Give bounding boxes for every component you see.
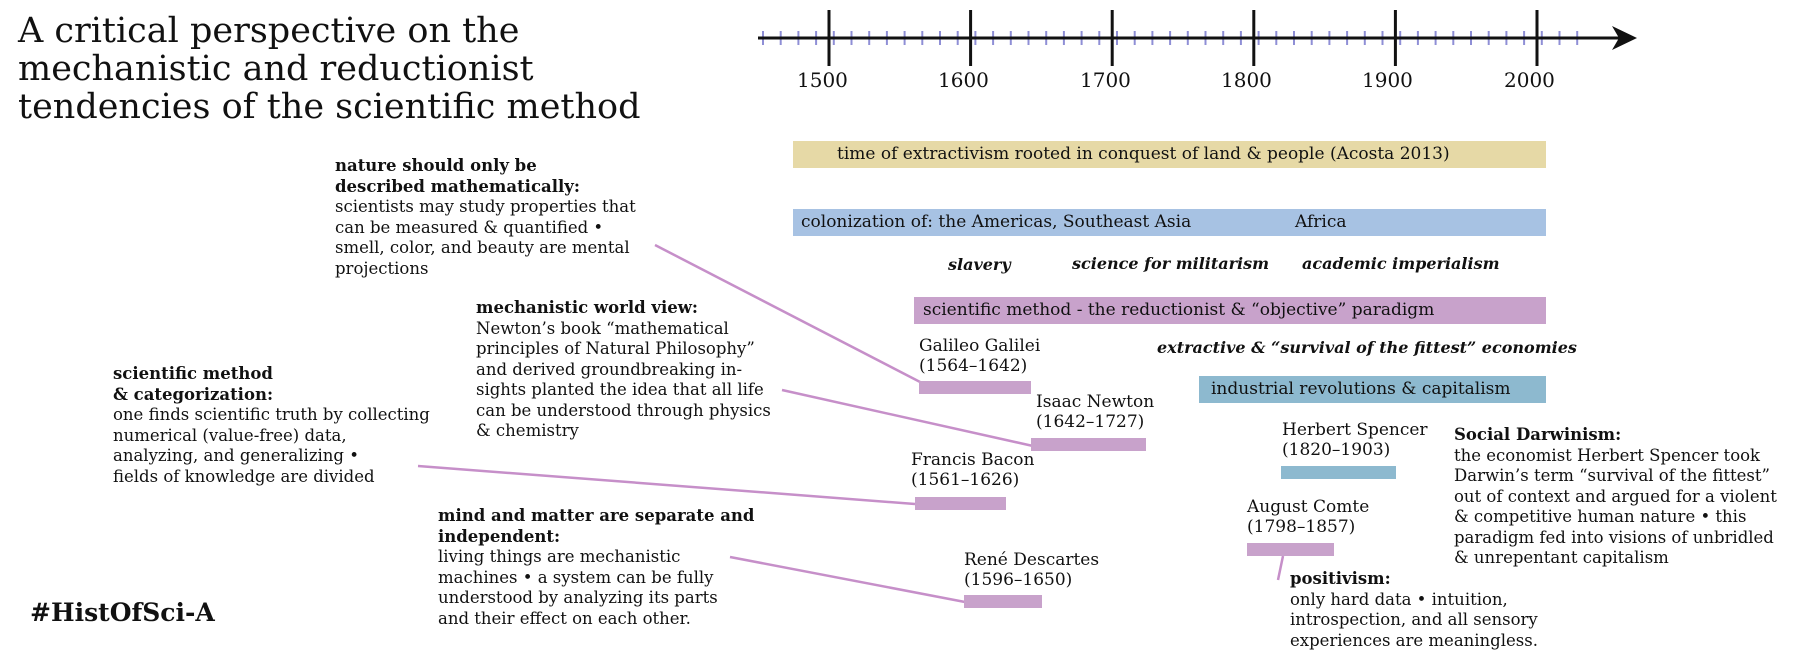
note-nature-heading-2: described mathematically:: [335, 176, 580, 196]
colonization-label-1: colonization of: the Americas, Southeast…: [801, 212, 1192, 232]
note-darwinism-heading: Social Darwinism:: [1454, 425, 1622, 444]
person-descartes-years: (1596–1650): [964, 570, 1073, 590]
note-darwinism-line: & competitive human nature • this: [1454, 507, 1747, 526]
lifespan-descartes: [964, 595, 1042, 608]
note-mechanistic-world-view: mechanistic world view: Newton’s book “m…: [476, 298, 816, 442]
connector-categorization-bacon: [417, 464, 916, 506]
person-spencer-name: Herbert Spencer: [1282, 420, 1428, 440]
note-categorization-line: fields of knowledge are divided: [113, 466, 375, 486]
person-galilei-name: Galileo Galilei: [919, 336, 1041, 356]
era-economies: extractive & “survival of the fittest” e…: [1157, 338, 1577, 357]
note-nature-line: smell, color, and beauty are mental: [335, 238, 630, 257]
era-imperialism: academic imperialism: [1302, 254, 1500, 273]
extractivism-label: time of extractivism rooted in conquest …: [837, 144, 1450, 164]
note-positivism-heading: positivism:: [1290, 569, 1391, 588]
era-slavery: slavery: [948, 255, 1011, 274]
note-mechanistic-line: & chemistry: [476, 421, 579, 440]
person-comte: August Comte (1798–1857): [1247, 497, 1369, 537]
note-mindmatter-line: understood by analyzing its parts: [438, 588, 718, 607]
person-comte-name: August Comte: [1247, 497, 1370, 517]
note-mechanistic-heading: mechanistic world view:: [476, 298, 699, 317]
extractivism-bar: time of extractivism rooted in conquest …: [793, 141, 1546, 168]
note-positivism-line: only hard data • intuition,: [1290, 589, 1508, 609]
note-mind-matter: mind and matter are separate and indepen…: [438, 506, 768, 629]
note-nature-mathematical: nature should only be described mathemat…: [335, 156, 665, 279]
note-mindmatter-line: living things are mechanistic: [438, 547, 681, 566]
note-positivism-line: introspection, and all sensory: [1290, 610, 1538, 629]
connector-nature-galilei: [654, 243, 923, 385]
tick-label-1800: 1800: [1221, 68, 1272, 92]
industrial-bar: industrial revolutions & capitalism: [1199, 376, 1546, 403]
person-newton-years: (1642–1727): [1036, 412, 1145, 432]
note-scientific-categorization: scientific method & categorization: one …: [113, 364, 453, 487]
note-nature-line: can be measured & quantified •: [335, 217, 604, 237]
note-categorization-heading-2: & categorization:: [113, 384, 274, 404]
industrial-label: industrial revolutions & capitalism: [1211, 379, 1511, 399]
note-social-darwinism: Social Darwinism: the economist Herbert …: [1454, 425, 1796, 569]
person-bacon: Francis Bacon (1561–1626): [911, 450, 1034, 490]
connector-mechanistic-newton: [781, 388, 1034, 448]
timeline-arrowhead: [1612, 26, 1637, 50]
lifespan-galilei: [919, 381, 1031, 394]
note-darwinism-line: Darwin’s term “survival of the fittest”: [1454, 466, 1770, 485]
tick-label-1600: 1600: [938, 68, 989, 92]
note-mindmatter-heading-1: mind and matter are separate and: [438, 506, 755, 525]
lifespan-comte: [1247, 543, 1334, 556]
note-nature-heading-1: nature should only be: [335, 156, 537, 175]
person-bacon-years: (1561–1626): [911, 470, 1020, 490]
lifespan-newton: [1031, 438, 1146, 451]
note-categorization-line: one finds scientific truth by collecting: [113, 405, 430, 424]
note-mindmatter-heading-2: independent:: [438, 526, 561, 546]
note-categorization-heading-1: scientific method: [113, 364, 273, 383]
note-mechanistic-line: can be understood through physics: [476, 400, 771, 420]
person-comte-years: (1798–1857): [1247, 517, 1356, 537]
hashtag-label: #HistOfSci-A: [30, 598, 215, 627]
person-spencer: Herbert Spencer (1820–1903): [1282, 420, 1428, 460]
note-darwinism-line: paradigm fed into visions of unbridled: [1454, 527, 1774, 547]
note-categorization-line: numerical (value-free) data,: [113, 425, 347, 445]
tick-label-1700: 1700: [1080, 68, 1131, 92]
page-title: A critical perspective on the mechanisti…: [18, 11, 641, 127]
era-militarism: science for militarism: [1072, 254, 1270, 273]
scientific-method-bar: scientific method - the reductionist & “…: [914, 297, 1546, 324]
person-newton-name: Isaac Newton: [1036, 392, 1155, 412]
person-descartes: René Descartes (1596–1650): [964, 550, 1099, 590]
note-mechanistic-line: and derived groundbreaking in-: [476, 359, 743, 379]
scientific-method-label: scientific method - the reductionist & “…: [923, 300, 1435, 320]
tick-label-1500: 1500: [797, 68, 848, 92]
note-mechanistic-line: principles of Natural Philosophy”: [476, 339, 755, 358]
lifespan-bacon: [915, 497, 1006, 510]
person-descartes-name: René Descartes: [964, 550, 1100, 570]
person-galilei: Galileo Galilei (1564–1642): [919, 336, 1040, 376]
note-mechanistic-line: sights planted the idea that all life: [476, 380, 764, 399]
major-ticks: [827, 10, 1539, 66]
note-mindmatter-line: and their effect on each other.: [438, 608, 691, 628]
note-nature-line: projections: [335, 258, 429, 278]
note-positivism: positivism: only hard data • intuition, …: [1290, 569, 1590, 651]
note-mechanistic-line: Newton’s book “mathematical: [476, 318, 729, 338]
person-spencer-years: (1820–1903): [1282, 440, 1391, 460]
tick-label-2000: 2000: [1504, 68, 1555, 92]
note-nature-line: scientists may study properties that: [335, 197, 636, 216]
colonization-label-2: Africa: [1295, 212, 1347, 232]
note-darwinism-line: out of context and argued for a violent: [1454, 486, 1777, 506]
note-darwinism-line: the economist Herbert Spencer took: [1454, 445, 1761, 465]
lifespan-spencer: [1281, 466, 1396, 479]
tick-label-1900: 1900: [1362, 68, 1413, 92]
person-newton: Isaac Newton (1642–1727): [1036, 392, 1154, 432]
note-mindmatter-line: machines • a system can be fully: [438, 567, 714, 587]
note-darwinism-line: & unrepentant capitalism: [1454, 548, 1669, 567]
person-galilei-years: (1564–1642): [919, 356, 1028, 376]
person-bacon-name: Francis Bacon: [911, 450, 1035, 470]
note-categorization-line: analyzing, and generalizing •: [113, 446, 359, 465]
colonization-bar: colonization of: the Americas, Southeast…: [793, 209, 1546, 236]
connector-mindmatter-descartes: [729, 555, 966, 604]
note-positivism-line: experiences are meaningless.: [1290, 630, 1538, 650]
connector-comte-positivism: [1276, 555, 1285, 581]
